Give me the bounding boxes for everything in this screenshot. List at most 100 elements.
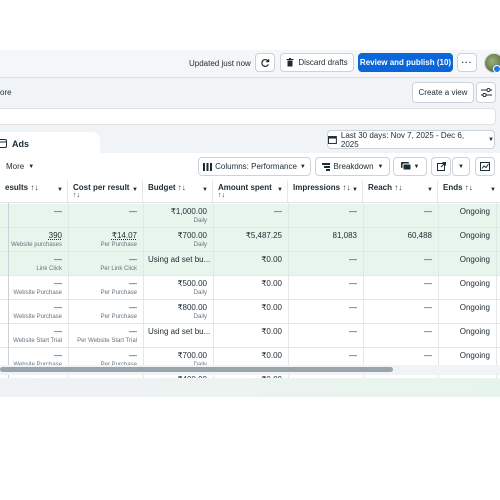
- blank-top-area: [0, 0, 500, 50]
- ads-manager-window: Updated just now Discard drafts Review a…: [0, 50, 500, 447]
- column-divider: [143, 203, 144, 432]
- line-chart-icon: [480, 162, 490, 171]
- discard-drafts-label: Discard drafts: [298, 58, 348, 67]
- refresh-button[interactable]: [255, 53, 275, 72]
- tab-ads[interactable]: Ads: [0, 132, 100, 155]
- header-reach[interactable]: Reach ↑↓ ▼: [363, 180, 438, 203]
- caret-down-icon: ▼: [132, 187, 138, 193]
- budget-cell[interactable]: ₹1,000.00: [170, 207, 207, 216]
- results-type: Website Start Trial: [13, 338, 62, 344]
- caret-down-icon: ▼: [277, 187, 283, 193]
- header-budget-label: Budget ↑↓: [148, 183, 186, 192]
- results-type: Website Purchase: [13, 314, 62, 320]
- reach-cell: —: [424, 327, 432, 336]
- columns-dropdown[interactable]: Columns: Performance ▼: [198, 157, 311, 176]
- more-options-button[interactable]: ···: [457, 53, 477, 72]
- cost-type: Per Purchase: [100, 314, 137, 320]
- header-results-label: esults ↑↓: [5, 183, 39, 192]
- chart-view-button[interactable]: [475, 157, 495, 176]
- table-row[interactable]: [0, 252, 500, 276]
- date-range-picker[interactable]: Last 30 days: Nov 7, 2025 - Dec 6, 2025 …: [327, 130, 495, 149]
- ends-cell: Ongoing: [459, 231, 490, 240]
- column-divider: [68, 203, 69, 432]
- header-impressions[interactable]: Impressions ↑↓ ▼: [288, 180, 363, 203]
- impressions-cell: —: [349, 279, 357, 288]
- caret-down-icon: ▼: [377, 163, 384, 170]
- results-type: Website Purchase: [13, 290, 62, 296]
- header-budget[interactable]: Budget ↑↓ ▼: [143, 180, 213, 203]
- header-amount-spent[interactable]: Amount spent ↑↓ ▼: [213, 180, 288, 203]
- header-amount-label: Amount spent: [218, 183, 272, 192]
- results-cell[interactable]: 390: [48, 231, 62, 240]
- results-cell: —: [54, 255, 62, 264]
- header-impressions-label: Impressions ↑↓: [293, 183, 351, 192]
- header-cost-per-result[interactable]: Cost per result ↑↓ ▼: [68, 180, 143, 203]
- table-row[interactable]: [0, 276, 500, 300]
- column-divider: [496, 203, 497, 432]
- budget-cell[interactable]: ₹500.00: [177, 279, 207, 288]
- results-type: Link Click: [36, 266, 62, 272]
- review-and-publish-label: Review and publish (10): [359, 58, 452, 67]
- impressions-cell: —: [349, 303, 357, 312]
- column-divider: [213, 203, 214, 432]
- cost-type: Per Link Click: [100, 266, 137, 272]
- ends-cell: Ongoing: [459, 303, 490, 312]
- cost-cell[interactable]: ₹14.07: [111, 231, 137, 240]
- discard-drafts-button[interactable]: Discard drafts: [280, 53, 354, 72]
- budget-cell[interactable]: Using ad set bu...: [148, 255, 211, 264]
- header-results[interactable]: esults ↑↓ ▼: [0, 180, 68, 203]
- reports-dropdown[interactable]: ▼: [393, 157, 427, 176]
- caret-down-icon: ▼: [28, 163, 35, 170]
- ends-cell: Ongoing: [459, 327, 490, 336]
- amount-cell: ₹0.00: [261, 255, 282, 264]
- search-filter-input[interactable]: [0, 108, 496, 125]
- ad-icon: [0, 139, 7, 148]
- caret-down-icon: ▼: [202, 187, 208, 193]
- ends-cell: Ongoing: [459, 255, 490, 264]
- header-ends[interactable]: Ends ↑↓ ▼: [438, 180, 500, 203]
- tab-row: Ads Last 30 days: Nov 7, 2025 - Dec 6, 2…: [0, 128, 500, 155]
- caret-down-icon: ▼: [413, 163, 420, 170]
- refresh-icon: [261, 58, 270, 67]
- impressions-cell: —: [349, 351, 357, 360]
- create-view-button[interactable]: Create a view: [412, 82, 474, 103]
- ads-table-panel: More ▼ Columns: Performance ▼ Breakdown …: [0, 153, 500, 447]
- truncated-nav-text[interactable]: ore: [0, 88, 12, 97]
- table-row[interactable]: [0, 228, 500, 252]
- impressions-cell: —: [349, 255, 357, 264]
- scrollbar-thumb[interactable]: [0, 367, 393, 372]
- columns-label: Columns: Performance: [215, 162, 297, 171]
- breakdown-dropdown[interactable]: Breakdown ▼: [315, 157, 390, 176]
- cost-cell: —: [129, 327, 137, 336]
- results-type: Website purchases: [11, 242, 62, 248]
- ends-cell: Ongoing: [459, 351, 490, 360]
- more-options-label: ···: [461, 58, 473, 67]
- caret-down-icon: ▼: [57, 187, 63, 193]
- cost-cell: —: [129, 207, 137, 216]
- amount-cell: ₹0.00: [261, 303, 282, 312]
- sort-icon: ↑↓: [73, 192, 80, 199]
- report-icon: [400, 162, 411, 171]
- facebook-badge-icon: [493, 65, 500, 73]
- cost-type: Per Website Start Trial: [77, 338, 137, 344]
- budget-cell[interactable]: Using ad set bu...: [148, 327, 211, 336]
- view-settings-button[interactable]: [476, 82, 496, 103]
- budget-cell[interactable]: ₹700.00: [177, 351, 207, 360]
- amount-cell: ₹0.00: [261, 351, 282, 360]
- column-divider: [8, 203, 9, 432]
- review-and-publish-button[interactable]: Review and publish (10): [358, 53, 453, 72]
- results-cell: —: [54, 207, 62, 216]
- reach-cell: —: [424, 255, 432, 264]
- table-row[interactable]: [0, 204, 500, 228]
- blank-bottom-area: [0, 447, 500, 500]
- table-row[interactable]: [0, 300, 500, 324]
- results-cell: —: [54, 327, 62, 336]
- caret-down-icon: ▼: [458, 163, 464, 170]
- more-dropdown[interactable]: More ▼: [6, 162, 34, 171]
- export-options-button[interactable]: ▼: [452, 157, 470, 176]
- budget-cell[interactable]: ₹800.00: [177, 303, 207, 312]
- export-button[interactable]: [431, 157, 451, 176]
- chevron-down-icon: ▼: [488, 136, 494, 143]
- budget-cell[interactable]: ₹700.00: [177, 231, 207, 240]
- table-row[interactable]: [0, 324, 500, 348]
